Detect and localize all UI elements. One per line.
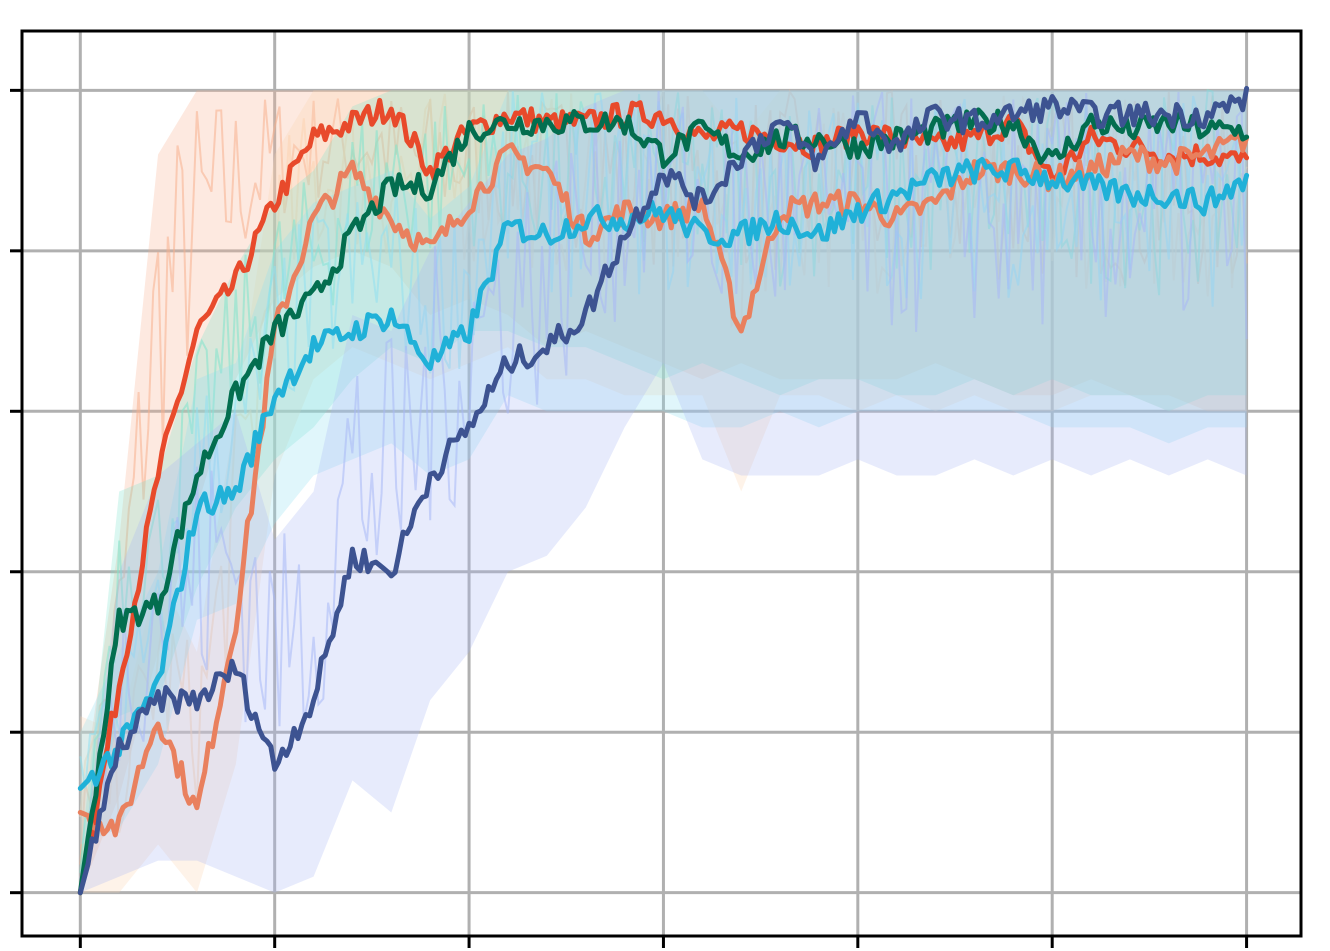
series-line-4 — [77, 156, 1250, 791]
series-band — [80, 90, 1247, 893]
series-line-3 — [77, 107, 1250, 896]
series-raw-trace — [79, 90, 1248, 880]
series-raw-trace — [79, 90, 1248, 833]
series-band — [80, 90, 1247, 893]
series-lines — [77, 85, 1250, 896]
series-band — [80, 90, 1247, 893]
variance-bands — [79, 89, 1248, 893]
series-band — [80, 90, 1247, 845]
axes — [10, 29, 1303, 948]
series-band — [80, 90, 1247, 893]
series-line-5 — [77, 85, 1250, 896]
plot-frame — [20, 29, 1303, 938]
